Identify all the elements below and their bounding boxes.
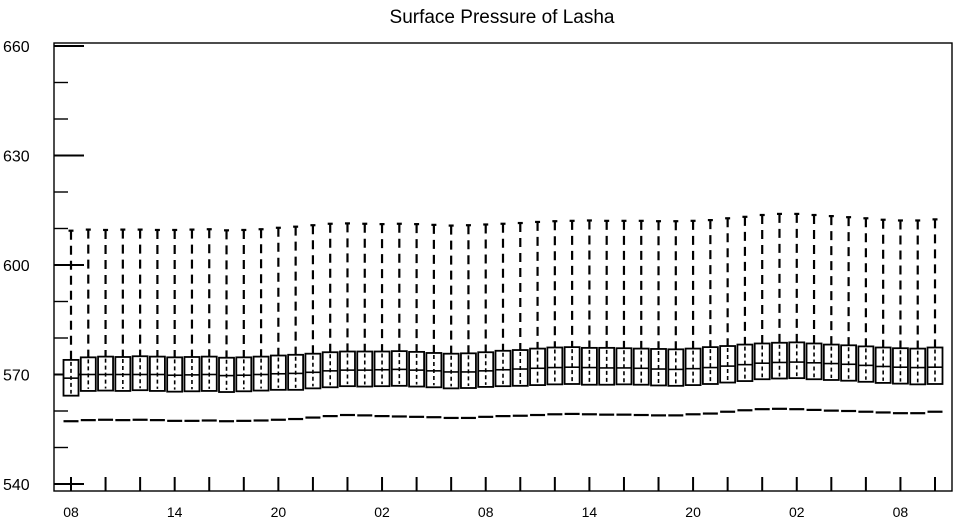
x-tick-label: 20: [271, 504, 287, 520]
box-item: [805, 213, 823, 412]
y-tick-label: 570: [3, 368, 30, 385]
box-item: [79, 228, 97, 422]
box-item: [390, 222, 408, 418]
box-item: [632, 219, 650, 417]
box-item: [736, 215, 754, 412]
box-item: [701, 219, 719, 415]
box-item: [857, 217, 875, 413]
box-item: [684, 219, 702, 416]
box-item: [287, 225, 305, 421]
box-item: [252, 228, 270, 422]
box-item: [494, 222, 512, 418]
y-tick-label: 540: [3, 477, 30, 494]
box-item: [874, 218, 892, 414]
x-tick-label: 02: [789, 504, 805, 520]
box-item: [200, 228, 218, 422]
box-item: [321, 222, 339, 418]
box-item: [563, 219, 581, 416]
box-item: [304, 224, 322, 419]
box-item: [166, 228, 184, 422]
box-item: [339, 222, 356, 417]
x-axis: 08 14 20 02 08 14 20 02 08: [63, 477, 936, 520]
box-item: [753, 213, 771, 411]
x-tick-label: 08: [63, 504, 79, 520]
box-item: [131, 228, 149, 421]
box-item: [425, 223, 443, 419]
y-axis: 540 570 600 630 660: [3, 39, 84, 494]
box-item: [529, 220, 546, 417]
plot-frame: [53, 42, 953, 492]
box-item: [926, 218, 944, 413]
box-item: [460, 224, 477, 420]
box-item: [615, 219, 633, 416]
box-item: [373, 223, 391, 418]
x-tick-label: 08: [893, 504, 909, 520]
x-tick-label: 08: [478, 504, 494, 520]
box-item: [97, 228, 114, 421]
box-item: [477, 223, 495, 418]
box-item: [667, 220, 685, 417]
box-item: [511, 221, 529, 417]
box-item: [719, 217, 737, 413]
x-tick-label: 14: [167, 504, 183, 520]
x-tick-label: 20: [685, 504, 701, 520]
box-item: [62, 229, 80, 423]
box-item: [771, 212, 788, 410]
box-series: [62, 212, 944, 423]
box-item: [269, 226, 287, 421]
box-item: [235, 228, 253, 422]
box-item: [183, 228, 201, 422]
box-item: [581, 219, 598, 416]
box-item: [822, 214, 840, 412]
box-item: [408, 223, 426, 418]
box-item: [148, 228, 166, 422]
box-item: [218, 229, 235, 423]
y-tick-label: 630: [3, 149, 30, 166]
x-tick-label: 02: [374, 504, 390, 520]
box-item: [356, 222, 374, 417]
box-item: [598, 219, 616, 416]
y-tick-label: 600: [3, 258, 30, 275]
box-item: [892, 219, 909, 415]
y-tick-label: 660: [3, 39, 30, 56]
box-item: [909, 219, 927, 415]
box-item: [114, 228, 132, 422]
box-item: [546, 220, 564, 416]
chart-title: Surface Pressure of Lasha: [390, 7, 615, 28]
x-tick-label: 14: [582, 504, 598, 520]
box-item: [788, 212, 806, 411]
box-item: [442, 224, 460, 420]
box-item: [840, 216, 857, 413]
box-item: [650, 220, 667, 417]
